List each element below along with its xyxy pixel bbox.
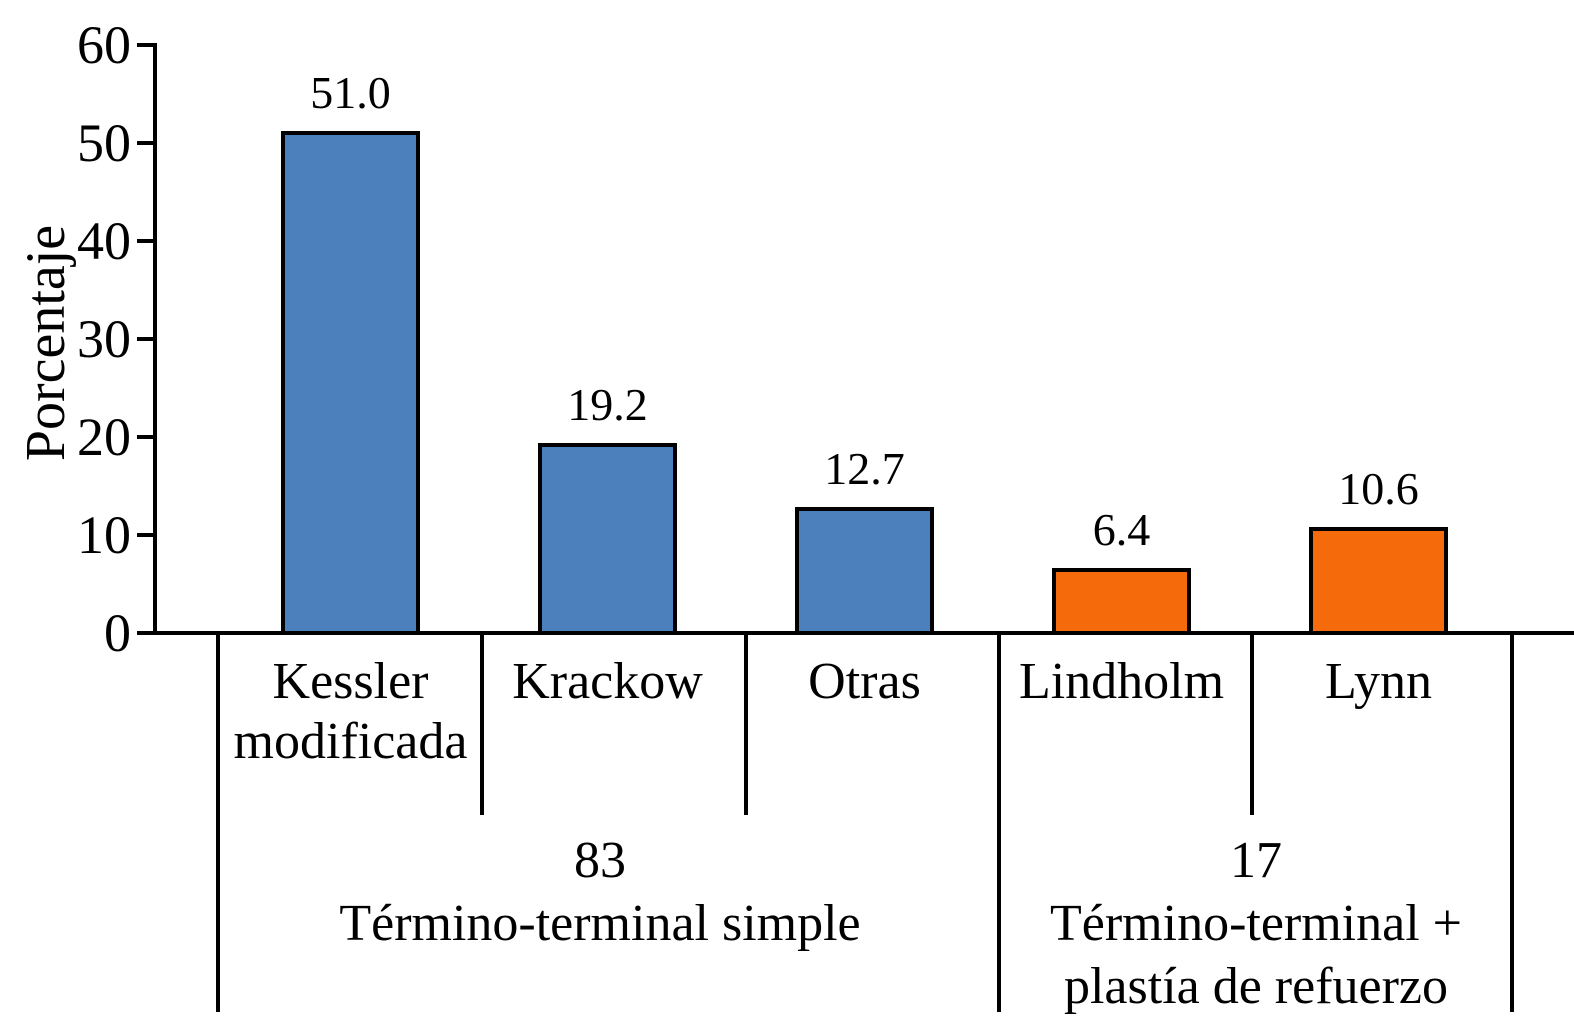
group-name-line: Término-terminal + [1050, 895, 1462, 952]
group-boundary-line [1510, 635, 1514, 1012]
group-label-te-rmino-terminal-plasti-a-de-refuerzo: 17 Término-terminal + plastía de refuerzo [976, 829, 1536, 1018]
y-tick-mark [137, 533, 153, 537]
group-boundary-line [997, 635, 1001, 1012]
y-tick-mark [137, 43, 153, 47]
y-tick-label: 0 [104, 603, 131, 663]
group-name-line: plastía de refuerzo [1063, 958, 1448, 1015]
bar-value-label-lynn: 10.6 [1338, 463, 1419, 515]
category-label-lindholm: Lindholm [992, 652, 1252, 712]
category-label-line: modificada [233, 713, 468, 770]
bar-lindholm [1052, 568, 1191, 635]
y-axis-line [153, 43, 157, 635]
category-separator-line [744, 635, 748, 815]
y-tick-label: 20 [77, 407, 131, 467]
group-boundary-line [216, 635, 220, 1012]
y-tick-label: 10 [77, 505, 131, 565]
bar-value-label-krackow: 19.2 [567, 378, 648, 430]
category-label-line: Kessler [272, 653, 429, 710]
group-size-label: 83 [574, 832, 626, 889]
bar-value-label-kessler-modificada: 51.0 [310, 67, 391, 119]
bar-lynn [1309, 527, 1448, 635]
category-separator-line [480, 635, 484, 815]
bar-otras [795, 506, 934, 635]
y-tick-mark [137, 435, 153, 439]
category-label-kessler-modificada: Kessler modificada [221, 652, 481, 772]
bar-value-label-lindholm: 6.4 [1092, 504, 1151, 556]
category-label-line: Lynn [1325, 653, 1432, 710]
category-label-line: Krackow [512, 653, 703, 710]
bar-kessler-modificada [281, 131, 420, 635]
bar-value-label-otras: 12.7 [824, 442, 905, 494]
category-label-krackow: Krackow [478, 652, 738, 712]
bar-krackow [538, 442, 677, 635]
category-separator-line [1250, 635, 1254, 815]
y-tick-mark [137, 337, 153, 341]
group-name-line: Término-terminal simple [339, 895, 861, 952]
y-tick-label: 60 [77, 15, 131, 75]
y-tick-label: 50 [77, 113, 131, 173]
category-label-lynn: Lynn [1249, 652, 1509, 712]
y-tick-mark [137, 141, 153, 145]
y-tick-mark [137, 631, 153, 635]
group-label-te-rmino-terminal-simple: 83 Término-terminal simple [210, 829, 990, 955]
y-tick-label: 30 [77, 309, 131, 369]
category-label-line: Lindholm [1018, 653, 1225, 710]
category-label-line: Otras [808, 653, 921, 710]
category-label-otras: Otras [735, 652, 995, 712]
group-size-label: 17 [1230, 832, 1282, 889]
y-tick-label: 40 [77, 211, 131, 271]
y-tick-mark [137, 239, 153, 243]
